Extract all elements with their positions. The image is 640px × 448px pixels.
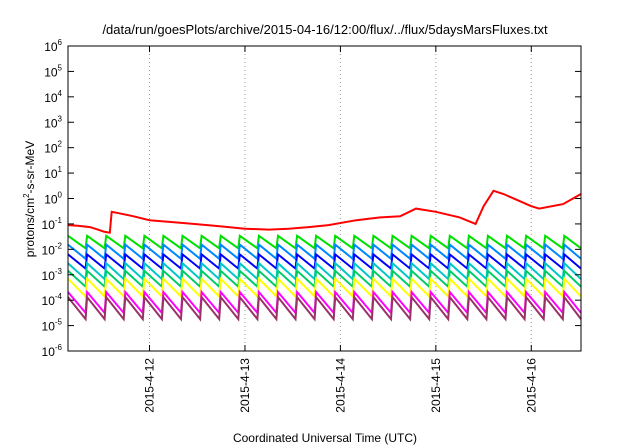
y-tick-label: 100: [44, 191, 62, 207]
x-grid: [149, 46, 532, 351]
y-tick-exp: -6: [55, 343, 63, 352]
y-tick-base: 10: [42, 345, 56, 359]
y-tick-base: 10: [44, 65, 58, 79]
y-tick-base: 10: [42, 218, 56, 232]
series-line-0: [67, 189, 582, 234]
series-line-6: [67, 276, 582, 299]
y-tick-exp: -5: [55, 318, 63, 327]
y-tick-base: 10: [44, 40, 58, 54]
y-label-prefix: protons/cm: [23, 198, 37, 257]
series-line-4: [67, 261, 582, 282]
y-label-sup: 2: [22, 193, 31, 198]
y-axis: 10-610-510-410-310-210-11001011021031041…: [42, 38, 581, 359]
x-tick-label: 2015-4-15: [429, 358, 443, 413]
y-label-suffix: -s-sr-MeV: [23, 141, 37, 194]
y-tick-base: 10: [44, 116, 58, 130]
y-tick-label: 10-5: [42, 318, 63, 334]
y-tick-exp: -2: [55, 241, 63, 250]
y-tick-exp: 3: [58, 114, 63, 123]
y-tick-label: 103: [44, 114, 62, 130]
y-tick-base: 10: [42, 320, 56, 334]
y-tick-exp: 4: [58, 89, 63, 98]
y-tick-exp: -3: [55, 267, 63, 276]
y-tick-base: 10: [44, 193, 58, 207]
series-line-2: [67, 242, 582, 261]
y-tick-base: 10: [42, 243, 56, 257]
y-tick-base: 10: [44, 91, 58, 105]
y-tick-label: 10-6: [42, 343, 63, 359]
x-tick-label: 2015-4-13: [238, 358, 252, 413]
y-tick-label: 10-4: [42, 292, 63, 308]
y-tick-exp: 5: [58, 63, 63, 72]
series-layer: [67, 189, 582, 322]
y-tick-label: 10-1: [42, 216, 63, 232]
y-axis-label: protons/cm2-s-sr-MeV: [22, 141, 37, 257]
y-tick-base: 10: [44, 167, 58, 181]
series-line-5: [67, 268, 582, 289]
series-line-1: [67, 233, 582, 251]
y-tick-label: 10-3: [42, 267, 63, 283]
y-tick-label: 10-2: [42, 241, 63, 257]
y-tick-exp: 6: [58, 38, 63, 47]
x-axis-label: Coordinated Universal Time (UTC): [233, 431, 417, 445]
y-tick-base: 10: [42, 269, 56, 283]
y-tick-base: 10: [44, 142, 58, 156]
y-tick-label: 106: [44, 38, 62, 54]
chart-title: /data/run/goesPlots/archive/2015-04-16/1…: [102, 22, 548, 37]
x-tick-label: 2015-4-12: [143, 358, 157, 413]
plot-frame: [67, 45, 582, 352]
x-tick-label: 2015-4-14: [333, 358, 347, 413]
y-tick-label: 101: [44, 165, 62, 181]
y-tick-base: 10: [42, 294, 56, 308]
y-tick-label: 104: [44, 89, 62, 105]
y-tick-exp: 2: [58, 140, 63, 149]
y-tick-exp: 0: [58, 191, 63, 200]
y-tick-exp: 1: [58, 165, 63, 174]
x-tick-label: 2015-4-16: [524, 358, 538, 413]
y-tick-exp: -4: [55, 292, 63, 301]
series-line-8: [67, 294, 582, 322]
y-tick-exp: -1: [55, 216, 63, 225]
x-axis: 2015-4-12 2015-4-13 2015-4-14 2015-4-15 2015…: [143, 46, 538, 413]
series-line-7: [67, 289, 582, 316]
y-tick-label: 105: [44, 63, 62, 79]
y-tick-label: 102: [44, 140, 62, 156]
series-line-3: [67, 252, 582, 271]
